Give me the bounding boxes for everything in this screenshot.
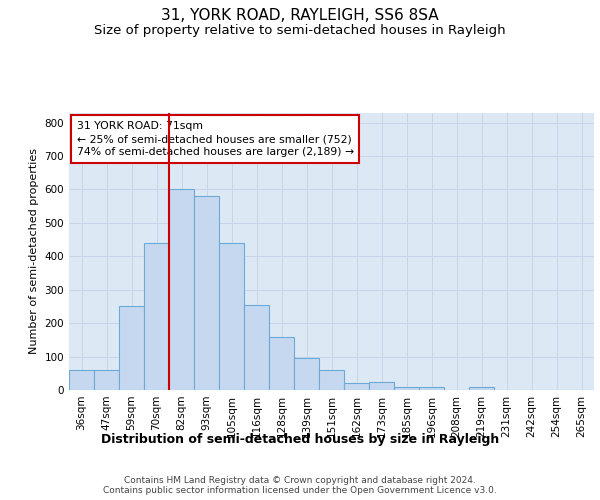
Y-axis label: Number of semi-detached properties: Number of semi-detached properties <box>29 148 39 354</box>
Bar <box>144 243 169 390</box>
Text: 31 YORK ROAD: 71sqm
← 25% of semi-detached houses are smaller (752)
74% of semi-: 31 YORK ROAD: 71sqm ← 25% of semi-detach… <box>77 121 354 157</box>
Bar <box>269 336 294 390</box>
Bar <box>69 370 94 390</box>
Bar <box>419 386 444 390</box>
Text: Contains HM Land Registry data © Crown copyright and database right 2024.
Contai: Contains HM Land Registry data © Crown c… <box>103 476 497 495</box>
Bar <box>119 306 144 390</box>
Bar <box>294 358 319 390</box>
Text: 31, YORK ROAD, RAYLEIGH, SS6 8SA: 31, YORK ROAD, RAYLEIGH, SS6 8SA <box>161 8 439 22</box>
Bar <box>344 384 369 390</box>
Bar <box>194 196 219 390</box>
Bar <box>94 370 119 390</box>
Bar <box>394 386 419 390</box>
Bar <box>319 370 344 390</box>
Bar <box>369 382 394 390</box>
Text: Size of property relative to semi-detached houses in Rayleigh: Size of property relative to semi-detach… <box>94 24 506 37</box>
Bar <box>219 243 244 390</box>
Text: Distribution of semi-detached houses by size in Rayleigh: Distribution of semi-detached houses by … <box>101 432 499 446</box>
Bar <box>244 304 269 390</box>
Bar <box>469 388 494 390</box>
Bar <box>169 190 194 390</box>
